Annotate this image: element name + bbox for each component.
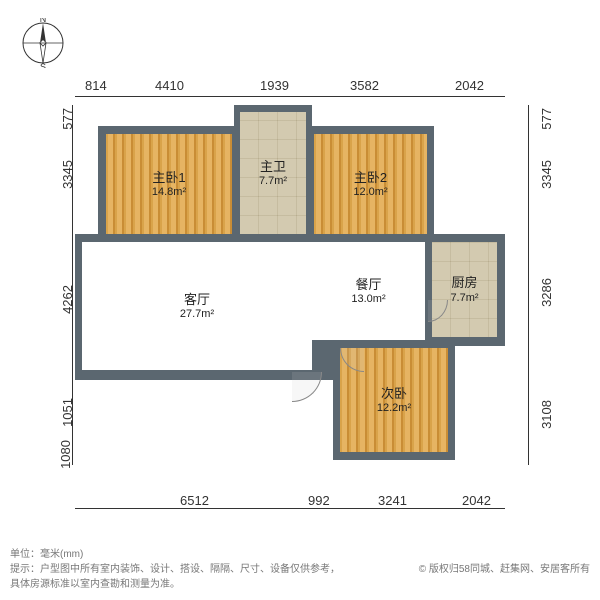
room-bath: 主卫 7.7m² [240, 112, 306, 234]
dim-line-bottom [75, 508, 505, 509]
wall-sep-living-top [82, 234, 432, 242]
room-living-label: 客厅 [184, 292, 210, 309]
dim-line-top [75, 96, 505, 97]
room-master1-label: 主卧1 [152, 170, 185, 187]
dim-top-2: 1939 [260, 78, 289, 93]
footer-copyright: © 版权归58同城、赶集网、安居客所有 [419, 562, 590, 577]
dim-top-4: 2042 [455, 78, 484, 93]
footer: 单位：毫米(mm) 提示：户型图中所有室内装饰、设计、搭设、隔隔、尺寸、设备仅供… [10, 547, 590, 592]
compass-icon: N S [18, 18, 68, 68]
compass-n: N [40, 18, 47, 24]
dim-right-2: 3286 [539, 278, 554, 307]
room-second-label: 次卧 [381, 386, 407, 403]
room-dining: 餐厅 13.0m² [312, 242, 425, 340]
room-master1-area: 14.8m² [152, 186, 186, 198]
room-bath-area: 7.7m² [259, 175, 287, 187]
dim-left-0: 577 [60, 108, 75, 130]
dim-right-1: 3345 [539, 160, 554, 189]
dim-line-right [528, 105, 529, 465]
room-bath-label: 主卫 [260, 159, 286, 176]
room-second-area: 12.2m² [377, 402, 411, 414]
footer-tip1: 提示：户型图中所有室内装饰、设计、搭设、隔隔、尺寸、设备仅供参考， [10, 564, 340, 575]
dim-bot-1: 6512 [180, 493, 209, 508]
room-master2: 主卧2 12.0m² [314, 134, 427, 234]
compass-s: S [40, 62, 46, 68]
room-kitchen-label: 厨房 [451, 275, 477, 292]
dim-top-0: 814 [85, 78, 107, 93]
dim-top-3: 3582 [350, 78, 379, 93]
footer-tip2: 具体房源标准以室内查勘和测量为准。 [10, 577, 590, 592]
floor-plan-container: N S 814 4410 1939 3582 2042 1080 6512 99… [0, 0, 600, 600]
room-living-area: 27.7m² [180, 308, 214, 320]
room-dining-area: 13.0m² [351, 293, 385, 305]
dim-right-0: 577 [539, 108, 554, 130]
dim-bot-2: 992 [308, 493, 330, 508]
dim-left-1: 3345 [60, 160, 75, 189]
dim-left-2: 4262 [60, 285, 75, 314]
room-kitchen: 厨房 7.7m² [432, 242, 497, 337]
dim-right-3: 3108 [539, 400, 554, 429]
wall-sep-kitchen [425, 242, 432, 337]
room-master1: 主卧1 14.8m² [106, 134, 232, 234]
door-entry [292, 372, 322, 402]
dim-bot-3: 3241 [378, 493, 407, 508]
footer-unit: 单位：毫米(mm) [10, 547, 590, 562]
dim-left-3: 1051 [60, 398, 75, 427]
dim-bot-4: 2042 [462, 493, 491, 508]
dim-top-1: 4410 [155, 78, 184, 93]
room-master2-area: 12.0m² [353, 186, 387, 198]
room-dining-label: 餐厅 [355, 277, 381, 294]
room-kitchen-area: 7.7m² [450, 292, 478, 304]
wall-sep-second-top [333, 340, 455, 348]
dim-bot-0: 1080 [58, 440, 73, 469]
room-master2-label: 主卧2 [354, 170, 387, 187]
room-living: 客厅 27.7m² [82, 242, 312, 370]
